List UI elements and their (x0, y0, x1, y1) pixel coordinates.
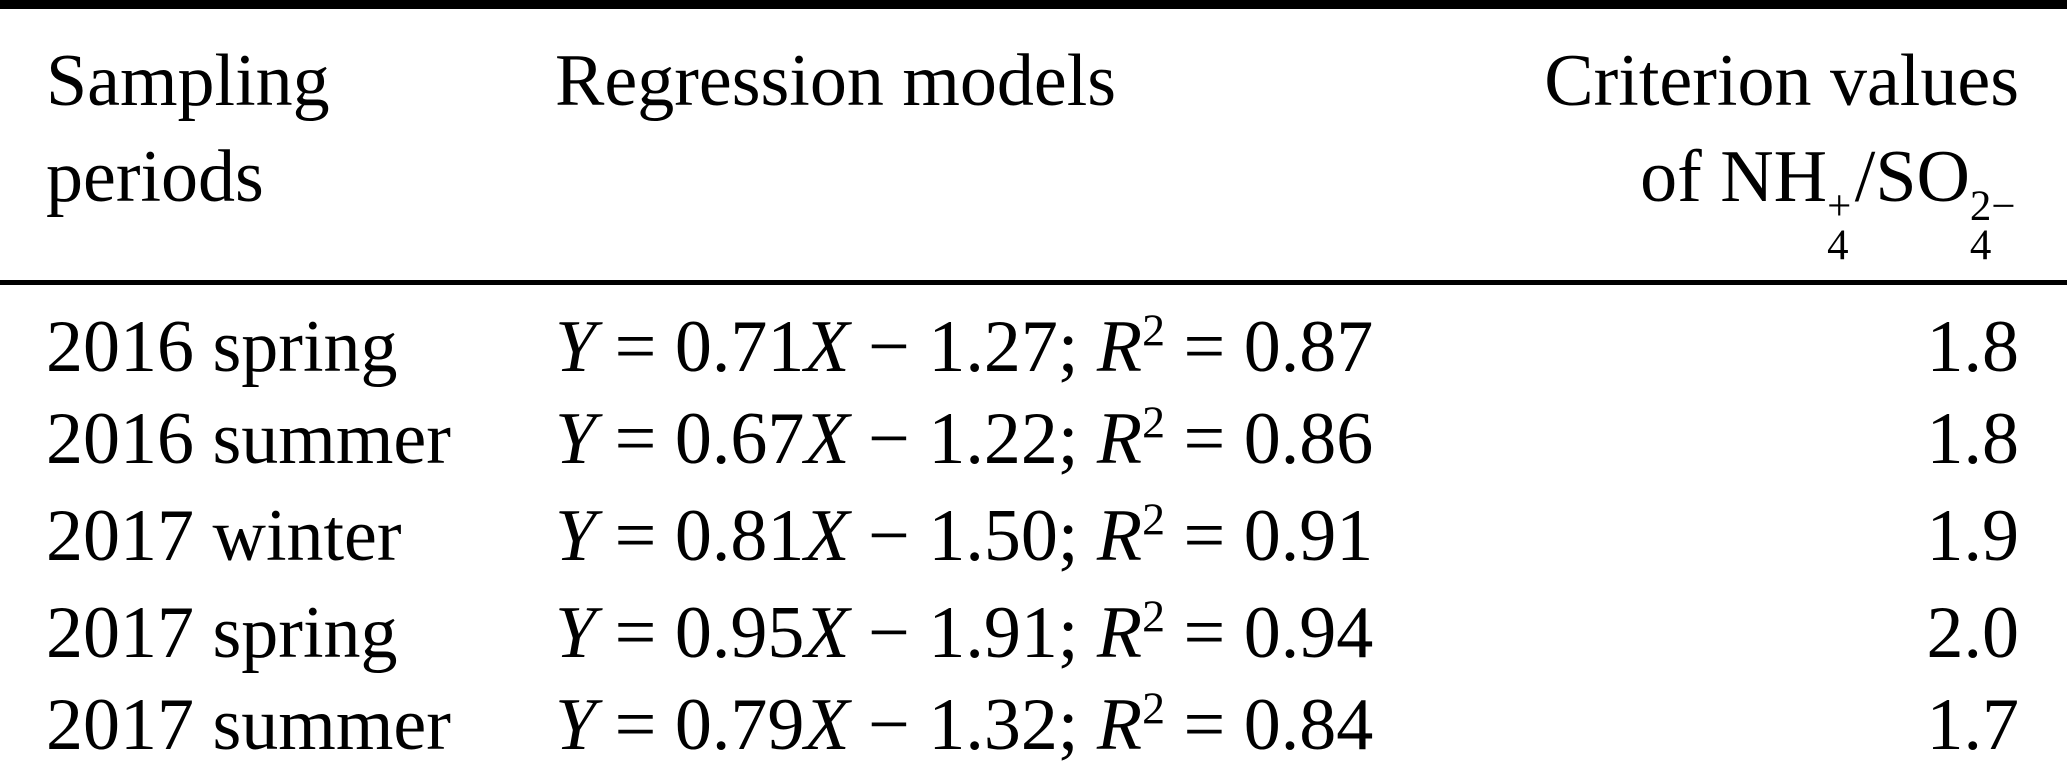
ion-sup-sub: 2− 4 (1969, 183, 2016, 269)
regression-model-cell: Y = 0.79X − 1.32; R2 = 0.84 (510, 682, 1495, 778)
sampling-period-cell: 2016 summer (0, 391, 510, 488)
criterion-formula: of NH +4/SO 2− 4 (1640, 136, 2016, 269)
regression-model-cell: Y = 0.81X − 1.50; R2 = 0.91 (510, 488, 1495, 585)
r-squared-exponent: 2 (1142, 303, 1166, 355)
sampling-period-text: 2016 spring (46, 305, 398, 388)
sampling-period-cell: 2017 spring (0, 585, 510, 682)
sampling-period-text: 2016 summer (46, 397, 451, 480)
r-squared-exponent: 2 (1142, 589, 1166, 641)
regression-equation-text: Y = 0.81X − 1.50; R2 = 0.91 (555, 492, 1374, 577)
regression-model-cell: Y = 0.67X − 1.22; R2 = 0.86 (510, 391, 1495, 488)
criterion-value-text: 2.0 (1926, 591, 2020, 674)
criterion-value-text: 1.7 (1926, 683, 2020, 766)
regression-equation-text: Y = 0.67X − 1.22; R2 = 0.86 (555, 395, 1374, 480)
table-row: 2017 spring Y = 0.95X − 1.91; R2 = 0.94 … (0, 585, 2067, 682)
header-sampling-line2: periods (46, 136, 264, 218)
sampling-period-text: 2017 spring (46, 591, 398, 674)
header-sampling-periods: Sampling periods (0, 4, 510, 285)
regression-model-cell: Y = 0.71X − 1.27; R2 = 0.87 (510, 282, 1495, 391)
criterion-value-cell: 1.8 (1495, 391, 2067, 488)
table-row: 2017 winter Y = 0.81X − 1.50; R2 = 0.91 … (0, 488, 2067, 585)
table-row: 2016 summer Y = 0.67X − 1.22; R2 = 0.86 … (0, 391, 2067, 488)
regression-model-cell: Y = 0.95X − 1.91; R2 = 0.94 (510, 585, 1495, 682)
header-regression-models: Regression models (510, 4, 1495, 285)
criterion-value-cell: 2.0 (1495, 585, 2067, 682)
table-body: 2016 spring Y = 0.71X − 1.27; R2 = 0.87 … (0, 282, 2067, 778)
sampling-period-cell: 2016 spring (0, 282, 510, 391)
sampling-period-text: 2017 winter (46, 494, 402, 577)
sampling-period-cell: 2017 summer (0, 682, 510, 778)
sampling-period-cell: 2017 winter (0, 488, 510, 585)
regression-equation-text: Y = 0.71X − 1.27; R2 = 0.87 (555, 303, 1374, 388)
r-squared-exponent: 2 (1142, 681, 1166, 733)
r-squared-exponent: 2 (1142, 492, 1166, 544)
criterion-value-text: 1.9 (1926, 494, 2020, 577)
header-regression-line1: Regression models (555, 40, 1117, 122)
regression-equation-text: Y = 0.95X − 1.91; R2 = 0.94 (555, 589, 1374, 674)
sampling-period-text: 2017 summer (46, 683, 451, 766)
table-header: Sampling periods Regression models Crite… (0, 4, 2067, 285)
criterion-value-text: 1.8 (1926, 397, 2020, 480)
ion-sup-sub: +4 (1827, 183, 1852, 269)
criterion-value-cell: 1.8 (1495, 282, 2067, 391)
r-squared-exponent: 2 (1142, 395, 1166, 447)
header-criterion-line1: Criterion values (1544, 40, 2019, 122)
criterion-value-cell: 1.9 (1495, 488, 2067, 585)
criterion-value-text: 1.8 (1926, 305, 2020, 388)
table-row: 2016 spring Y = 0.71X − 1.27; R2 = 0.87 … (0, 282, 2067, 391)
header-criterion-values: Criterion values of NH +4/SO 2− 4 (1495, 4, 2067, 285)
table-row: 2017 summer Y = 0.79X − 1.32; R2 = 0.84 … (0, 682, 2067, 778)
criterion-value-cell: 1.7 (1495, 682, 2067, 778)
header-sampling-line1: Sampling (46, 40, 330, 122)
regression-equation-text: Y = 0.79X − 1.32; R2 = 0.84 (555, 681, 1374, 766)
table-header-row: Sampling periods Regression models Crite… (0, 4, 2067, 285)
